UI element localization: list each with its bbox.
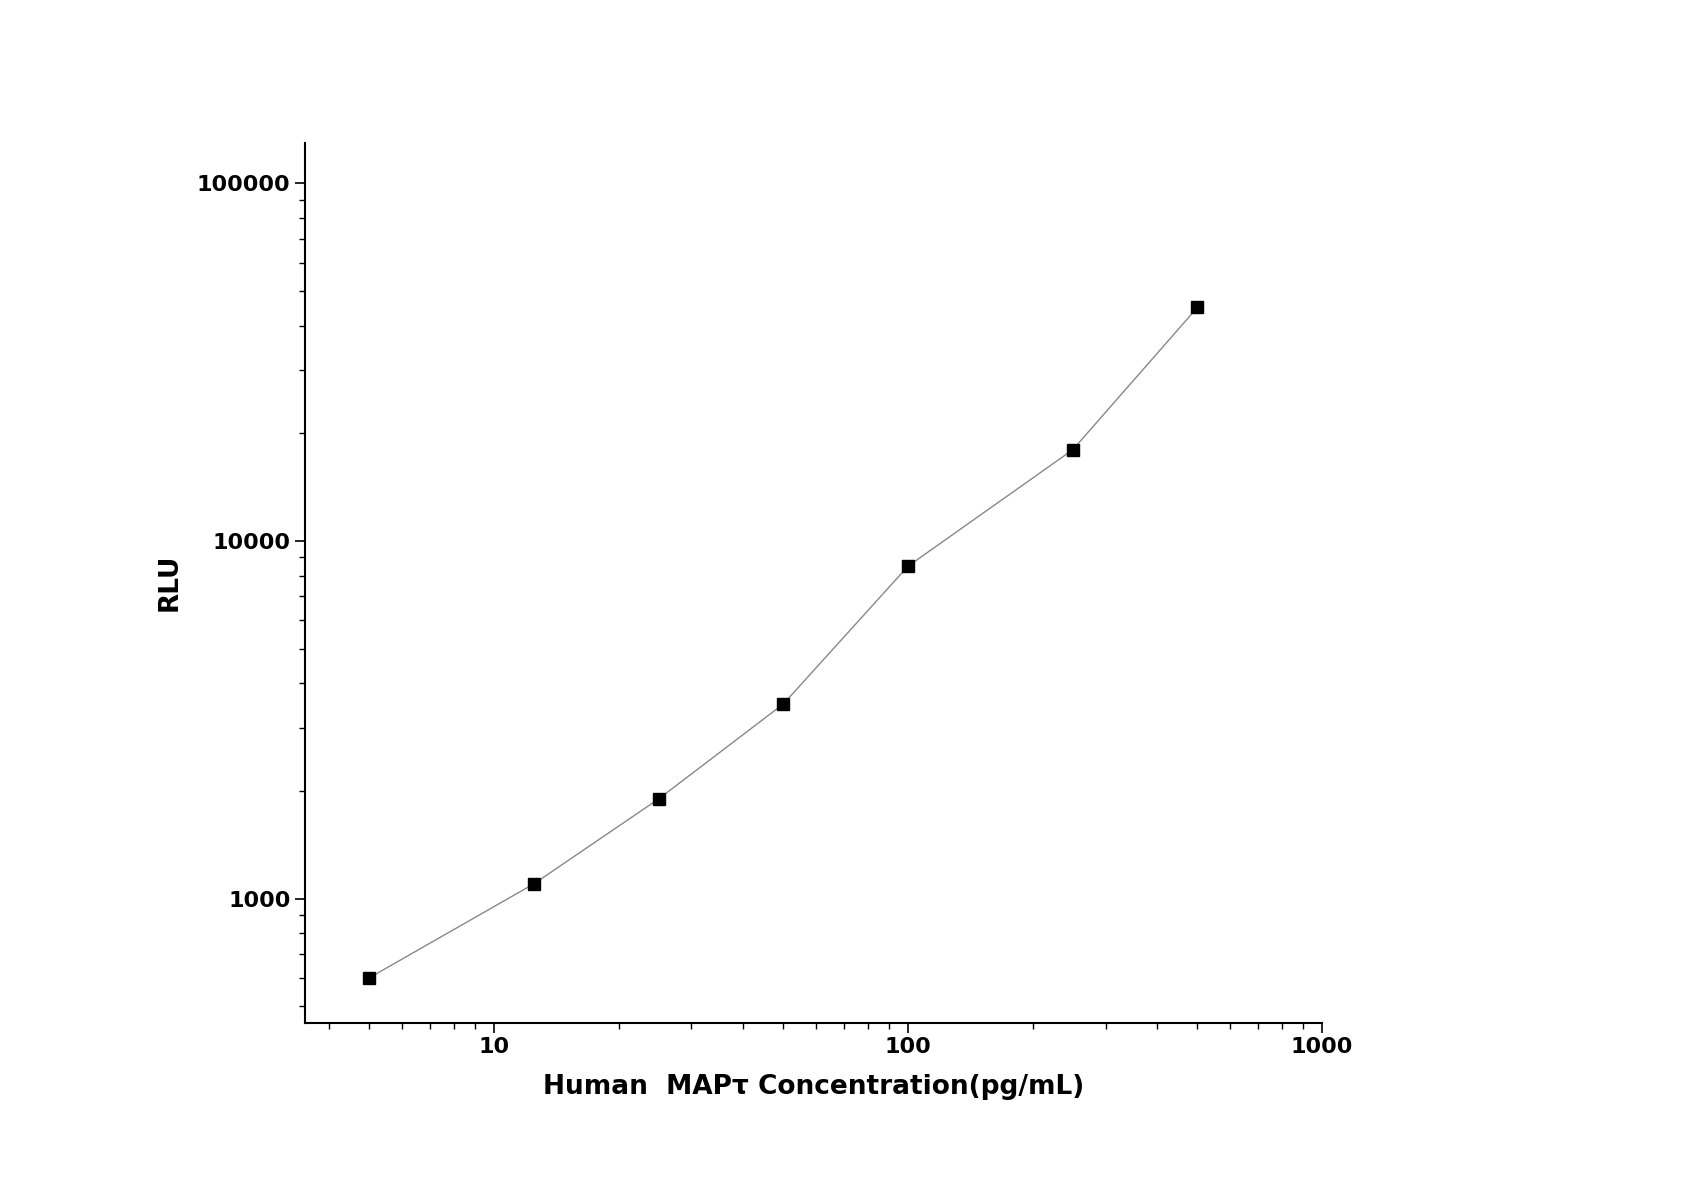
X-axis label: Human  MAPτ Concentration(pg/mL): Human MAPτ Concentration(pg/mL): [542, 1074, 1085, 1100]
Y-axis label: RLU: RLU: [158, 554, 183, 611]
